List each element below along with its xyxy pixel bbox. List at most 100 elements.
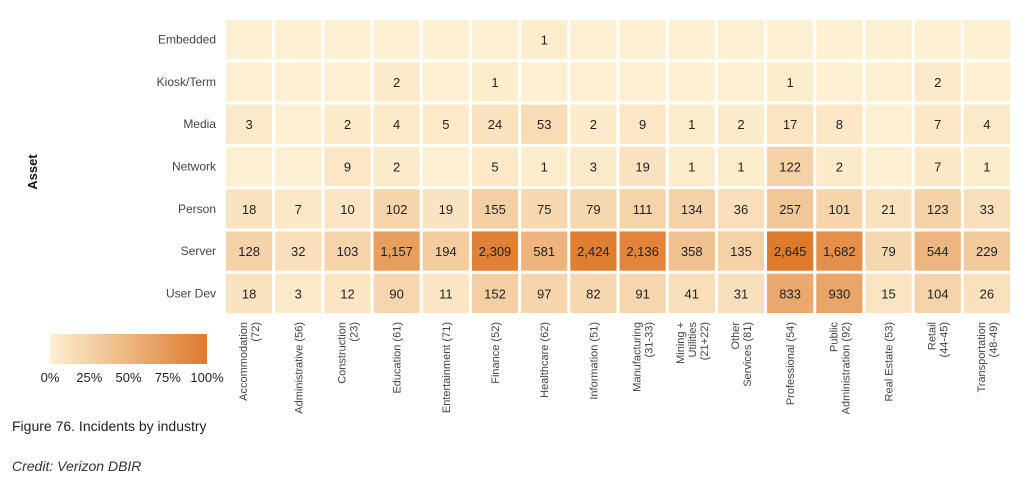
row-labels: Embedded Kiosk/Term Media Network Person Serv… xyxy=(157,33,217,301)
legend-tick-label: 75% xyxy=(155,370,181,385)
heatmap-cell xyxy=(324,273,371,313)
column-label: Education (61) xyxy=(392,322,404,394)
heatmap-cell xyxy=(865,231,912,271)
cell-value-label: 1 xyxy=(688,117,695,132)
heatmap-cell xyxy=(816,62,863,102)
heatmap-cell xyxy=(570,189,617,229)
column-label-line: (44-45) xyxy=(939,322,951,357)
heatmap-cell xyxy=(767,62,814,102)
cell-value-label: 79 xyxy=(881,244,895,259)
row-label: User Dev xyxy=(166,286,216,300)
heatmap-cell xyxy=(816,189,863,229)
column-label-line: Construction xyxy=(336,322,348,384)
heatmap-cell xyxy=(521,20,568,60)
heatmap-cell xyxy=(619,62,666,102)
cell-value-label: 12 xyxy=(340,286,354,301)
cell-value-label: 128 xyxy=(238,244,260,259)
cell-value-label: 8 xyxy=(836,117,843,132)
heatmap-cell xyxy=(619,20,666,60)
cell-value-label: 122 xyxy=(779,160,801,175)
heatmap-cell xyxy=(471,146,519,187)
cell-value-label: 32 xyxy=(291,244,305,259)
heatmap-cell xyxy=(865,62,912,102)
cell-value-label: 4 xyxy=(393,117,400,132)
heatmap-cell xyxy=(324,146,371,187)
heatmap-cell xyxy=(914,104,961,144)
cell-value-label: 2 xyxy=(344,117,351,132)
heatmap-cell xyxy=(717,146,765,187)
heatmap-cell xyxy=(963,189,1010,229)
cell-value-label: 24 xyxy=(488,117,502,132)
heatmap-cell xyxy=(963,104,1010,144)
heatmap-cell xyxy=(521,104,568,144)
heatmap-cell xyxy=(373,20,420,60)
heatmap-cell xyxy=(668,273,715,313)
legend-tick-label: 100% xyxy=(190,370,224,385)
heatmap-cell xyxy=(816,104,863,144)
column-label-line: (31-33) xyxy=(644,322,656,357)
column-label: Professional (54) xyxy=(785,322,797,405)
heatmap-cell xyxy=(471,273,519,313)
heatmap-cell xyxy=(324,231,371,271)
heatmap-cell xyxy=(865,146,912,187)
column-labels: Accommodation (72) Administrative (56) Cons… xyxy=(238,322,1000,415)
heatmap-cell xyxy=(471,104,519,144)
cell-value-label: 5 xyxy=(491,160,498,175)
heatmap-cell xyxy=(521,189,568,229)
column-label-line: Professional (54) xyxy=(785,322,797,405)
legend-gradient-bar xyxy=(50,334,207,364)
column-label-line: Real Estate (53) xyxy=(884,322,896,401)
cell-value-label: 358 xyxy=(681,244,703,259)
cell-value-label: 1,682 xyxy=(823,244,856,259)
legend-ticks: 0% 25% 50% 75% 100% xyxy=(41,370,224,385)
cell-value-label: 1 xyxy=(541,33,548,48)
figure-caption: Figure 76. Incidents by industry xyxy=(12,418,207,434)
heatmap-cell xyxy=(324,62,371,102)
cell-value-label: 5 xyxy=(442,117,449,132)
cell-value-label: 26 xyxy=(980,286,994,301)
column-label-line: Finance (52) xyxy=(490,322,502,384)
cell-value-label: 15 xyxy=(881,286,895,301)
cell-value-label: 36 xyxy=(734,202,748,217)
heatmap-cell xyxy=(816,273,863,313)
column-label-line: Entertainment (71) xyxy=(441,322,453,413)
cell-value-label: 2 xyxy=(590,117,597,132)
cell-value-label: 229 xyxy=(976,244,998,259)
heatmap-cells: 12 1 1 23 2 4 5 24 53 2 9 1 2 17 8 7 49 2 5 1 3 19 1 1 122 2 7 118 7… xyxy=(226,20,1010,313)
cell-value-label: 101 xyxy=(828,202,850,217)
legend-tick-label: 25% xyxy=(76,370,102,385)
heatmap-cell xyxy=(914,189,961,229)
heatmap-cell xyxy=(914,273,961,313)
heatmap-cell xyxy=(816,20,863,60)
cell-value-label: 7 xyxy=(295,202,302,217)
cell-value-label: 1,157 xyxy=(380,244,413,259)
heatmap-cell xyxy=(619,231,666,271)
heatmap-cell xyxy=(668,231,715,271)
cell-value-label: 4 xyxy=(983,117,990,132)
heatmap-cell xyxy=(422,104,469,144)
heatmap-cell xyxy=(422,273,469,313)
heatmap-cell xyxy=(914,231,961,271)
cell-value-label: 155 xyxy=(484,202,506,217)
cell-value-label: 930 xyxy=(828,286,850,301)
cell-value-label: 1 xyxy=(737,160,744,175)
column-label: Healthcare (62) xyxy=(539,322,551,398)
column-label-line: Other xyxy=(730,322,742,350)
cell-value-label: 2,424 xyxy=(577,244,610,259)
column-label-line: (72) xyxy=(250,322,262,342)
cell-value-label: 833 xyxy=(779,286,801,301)
heatmap-cell xyxy=(422,146,469,187)
heatmap-cell xyxy=(619,273,666,313)
heatmap-cell xyxy=(373,189,420,229)
column-label-line: (48-49) xyxy=(988,322,1000,357)
column-label-line: (21+22) xyxy=(699,322,711,360)
legend-tick-label: 0% xyxy=(41,370,60,385)
column-label: Finance (52) xyxy=(490,322,502,384)
cell-value-label: 544 xyxy=(927,244,949,259)
heatmap-cell xyxy=(275,231,322,271)
row-label: Network xyxy=(172,160,217,174)
heatmap-cell xyxy=(422,62,469,102)
heatmap-cell xyxy=(619,104,666,144)
heatmap-cell xyxy=(865,189,912,229)
heatmap-cell xyxy=(471,189,519,229)
